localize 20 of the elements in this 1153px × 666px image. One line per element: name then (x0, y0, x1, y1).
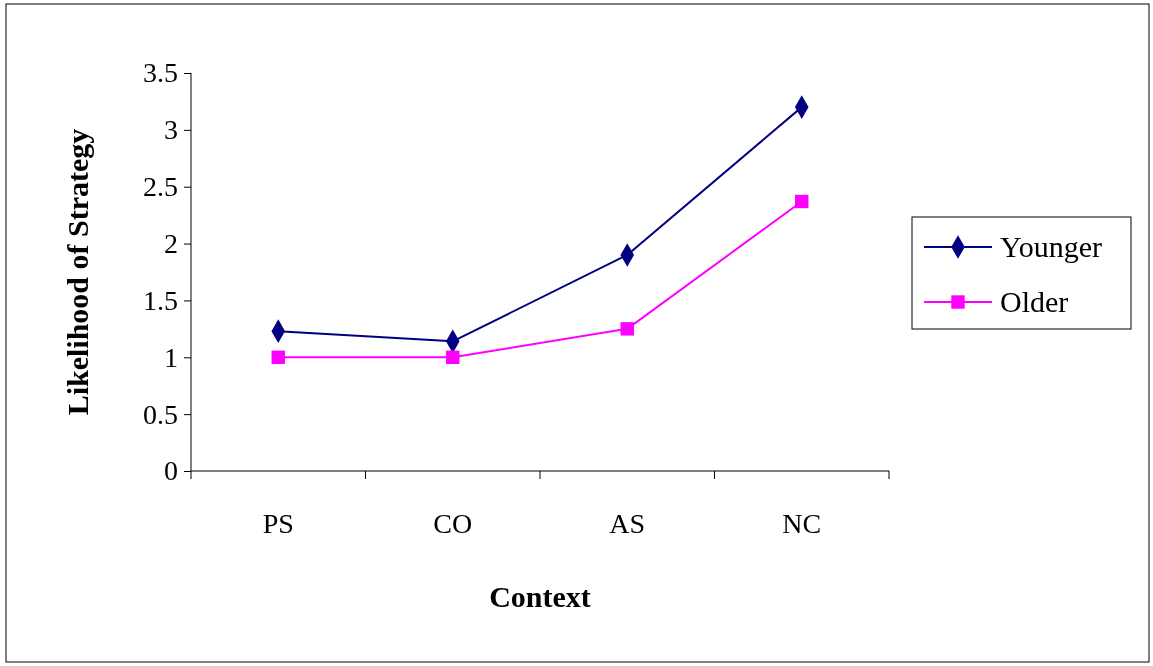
point (620, 322, 634, 336)
legend-label: Younger (1000, 230, 1102, 263)
point (271, 350, 285, 364)
point (446, 350, 460, 364)
y-tick-label: 0 (164, 455, 178, 487)
x-tick-label: CO (433, 507, 473, 539)
y-tick-label: 3 (164, 114, 178, 146)
point (795, 194, 809, 209)
y-tick-label: 2.5 (143, 171, 178, 203)
y-tick-label: 1 (164, 341, 178, 373)
x-tick-label: PS (262, 507, 294, 539)
x-tick-label: NC (782, 507, 822, 539)
y-tick-label: 1.5 (143, 284, 178, 316)
legend-label: Older (1000, 285, 1069, 318)
y-tick-label: 0.5 (143, 398, 178, 430)
y-tick-label: 3.5 (143, 57, 178, 89)
y-tick-label: 2 (164, 228, 178, 260)
y-axis-title: Likelihood of Strategy (61, 128, 94, 416)
x-tick-label: AS (609, 507, 646, 539)
x-axis-title: Context (489, 580, 591, 613)
